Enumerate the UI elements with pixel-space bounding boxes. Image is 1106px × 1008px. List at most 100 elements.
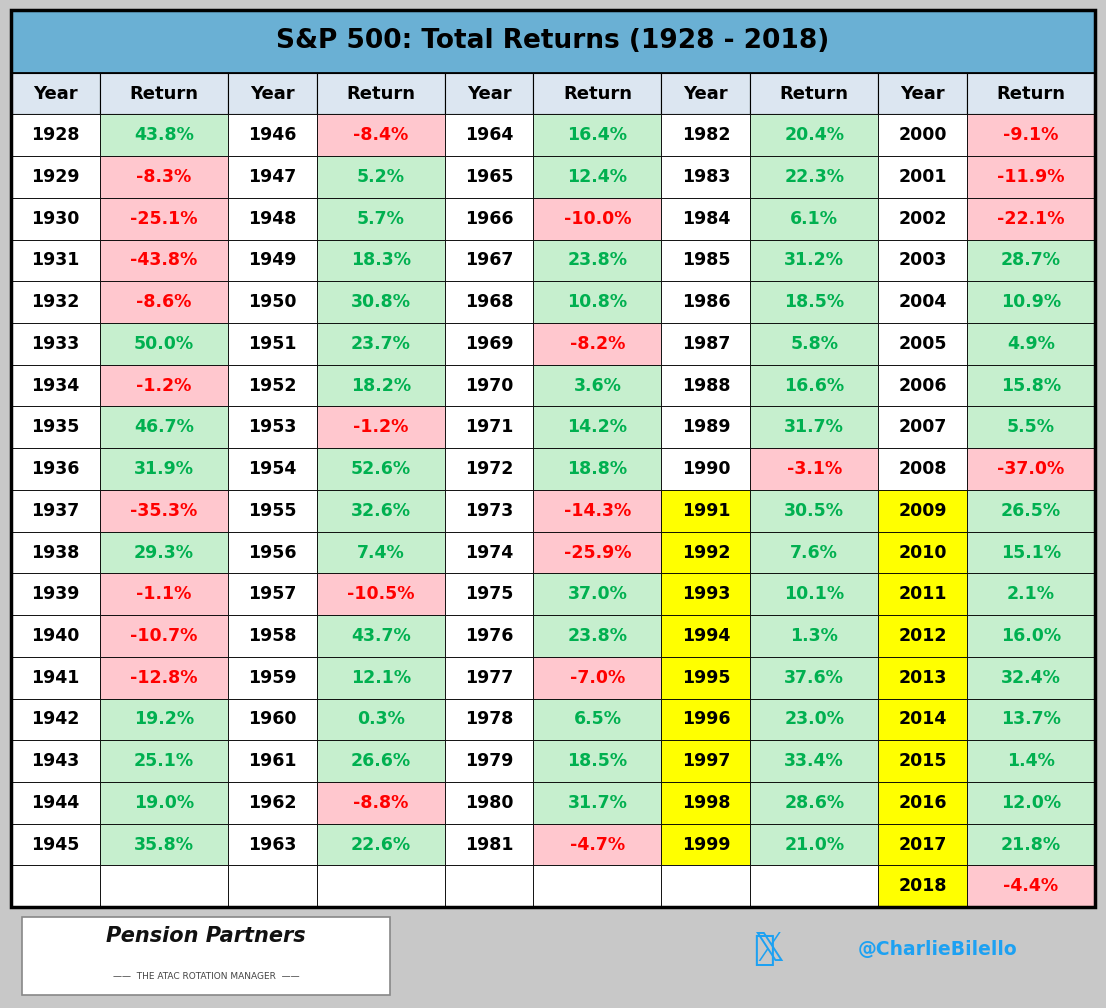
Bar — [316, 615, 445, 657]
Bar — [661, 281, 750, 323]
Bar — [967, 281, 1095, 323]
Bar — [750, 323, 878, 365]
Bar — [228, 449, 316, 490]
Bar — [878, 449, 967, 490]
Bar — [100, 782, 228, 824]
Bar — [11, 740, 100, 782]
Text: -4.7%: -4.7% — [570, 836, 625, 854]
Text: 30.8%: 30.8% — [351, 293, 410, 311]
Text: 1966: 1966 — [465, 210, 513, 228]
Bar — [316, 365, 445, 406]
Bar — [967, 490, 1095, 531]
Bar — [967, 740, 1095, 782]
Text: Year: Year — [467, 85, 511, 103]
Bar — [878, 198, 967, 240]
Text: -10.0%: -10.0% — [564, 210, 632, 228]
Text: 13.7%: 13.7% — [1001, 711, 1061, 729]
Bar — [533, 782, 661, 824]
Text: 19.2%: 19.2% — [134, 711, 194, 729]
Text: 1976: 1976 — [465, 627, 513, 645]
Bar — [11, 615, 100, 657]
Bar — [228, 114, 316, 156]
Text: -8.4%: -8.4% — [353, 126, 408, 144]
Bar — [445, 198, 533, 240]
Text: 1946: 1946 — [248, 126, 296, 144]
Text: 33.4%: 33.4% — [784, 752, 844, 770]
Bar — [316, 490, 445, 531]
Text: 1999: 1999 — [681, 836, 730, 854]
Bar — [445, 866, 533, 907]
Bar — [533, 156, 661, 198]
Text: 2.1%: 2.1% — [1006, 586, 1055, 603]
Text: Year: Year — [250, 85, 294, 103]
Text: ——  THE ATAC ROTATION MANAGER  ——: —— THE ATAC ROTATION MANAGER —— — [113, 972, 300, 981]
Bar — [316, 449, 445, 490]
Text: 1945: 1945 — [31, 836, 80, 854]
Text: 1969: 1969 — [465, 335, 513, 353]
Bar — [967, 240, 1095, 281]
Bar — [316, 73, 445, 114]
Bar — [750, 240, 878, 281]
Bar — [445, 657, 533, 699]
Text: 1949: 1949 — [248, 251, 296, 269]
Bar — [11, 73, 100, 114]
Text: 1937: 1937 — [31, 502, 80, 520]
Bar — [11, 782, 100, 824]
Bar — [11, 490, 100, 531]
Bar — [533, 240, 661, 281]
Bar — [967, 323, 1095, 365]
Bar — [316, 281, 445, 323]
Text: 1965: 1965 — [465, 168, 513, 186]
Bar — [228, 490, 316, 531]
Bar — [11, 10, 1095, 73]
Text: 18.5%: 18.5% — [784, 293, 844, 311]
Bar — [316, 782, 445, 824]
Text: 26.5%: 26.5% — [1001, 502, 1061, 520]
Bar — [228, 824, 316, 866]
Bar — [11, 365, 100, 406]
Text: 2015: 2015 — [898, 752, 947, 770]
Bar — [11, 449, 100, 490]
Bar — [11, 156, 100, 198]
Text: 3.6%: 3.6% — [574, 377, 622, 394]
Text: 1970: 1970 — [465, 377, 513, 394]
Bar — [11, 281, 100, 323]
Text: 28.6%: 28.6% — [784, 794, 844, 811]
Text: 12.1%: 12.1% — [351, 668, 410, 686]
Bar — [100, 574, 228, 615]
Text: -7.0%: -7.0% — [570, 668, 625, 686]
Bar — [750, 699, 878, 740]
Bar — [967, 73, 1095, 114]
Text: -4.4%: -4.4% — [1003, 877, 1058, 895]
Text: 19.0%: 19.0% — [134, 794, 194, 811]
Bar — [11, 198, 100, 240]
Text: 10.9%: 10.9% — [1001, 293, 1061, 311]
Text: 1974: 1974 — [465, 543, 513, 561]
Bar — [533, 824, 661, 866]
Text: 25.1%: 25.1% — [134, 752, 194, 770]
Text: 30.5%: 30.5% — [784, 502, 844, 520]
Bar — [100, 406, 228, 449]
Bar — [316, 406, 445, 449]
Bar — [445, 531, 533, 574]
Text: @CharlieBilello: @CharlieBilello — [858, 940, 1018, 960]
Text: 2016: 2016 — [898, 794, 947, 811]
Bar — [533, 365, 661, 406]
Text: 1955: 1955 — [248, 502, 296, 520]
Bar — [661, 699, 750, 740]
Bar — [661, 240, 750, 281]
Bar — [316, 824, 445, 866]
Text: 4.9%: 4.9% — [1008, 335, 1055, 353]
Text: 16.4%: 16.4% — [567, 126, 627, 144]
Bar — [445, 114, 533, 156]
Text: 1980: 1980 — [465, 794, 513, 811]
Text: Year: Year — [900, 85, 945, 103]
Text: -10.7%: -10.7% — [131, 627, 198, 645]
Bar — [967, 824, 1095, 866]
Bar — [228, 740, 316, 782]
Text: 2005: 2005 — [898, 335, 947, 353]
Bar — [661, 323, 750, 365]
Bar — [661, 490, 750, 531]
Bar — [100, 365, 228, 406]
Text: 32.6%: 32.6% — [351, 502, 410, 520]
